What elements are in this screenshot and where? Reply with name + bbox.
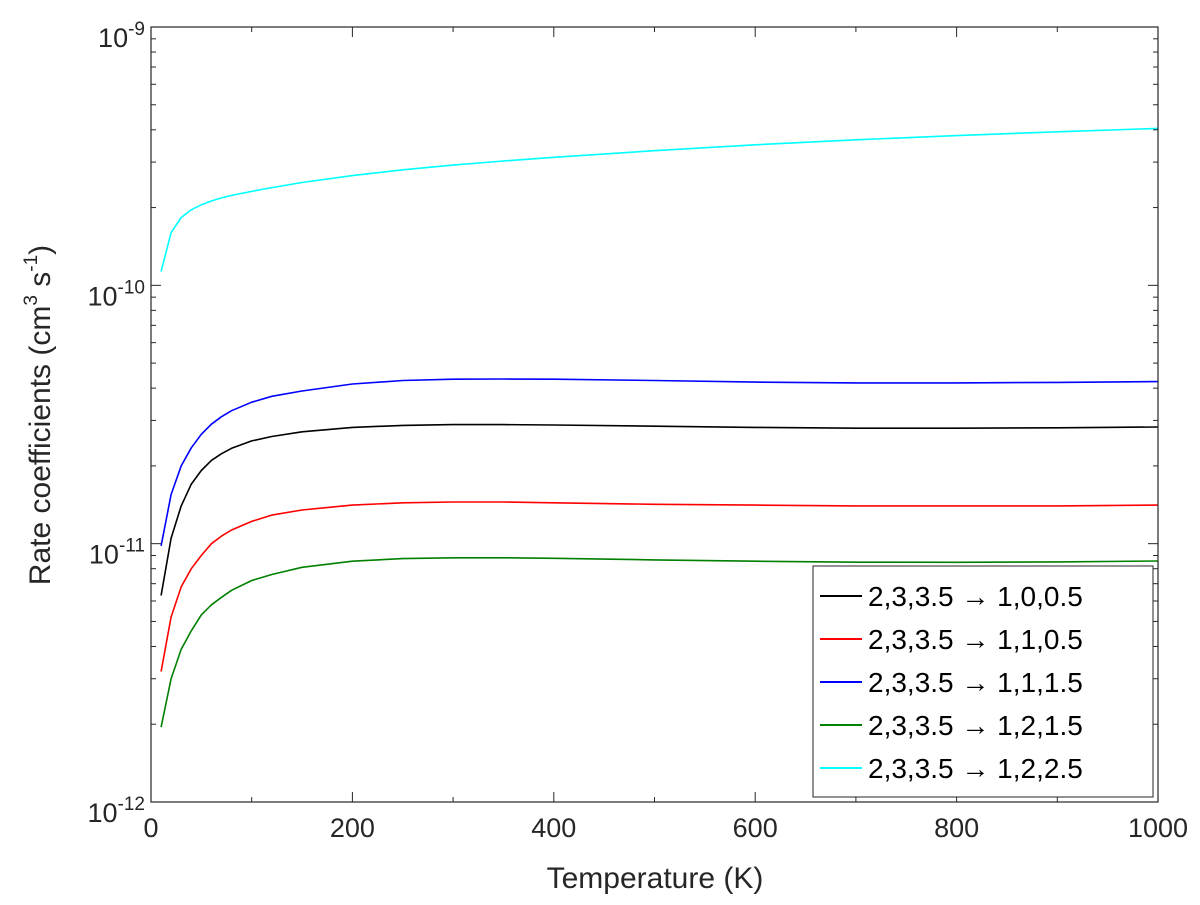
y-tick-label: 10-12 (87, 794, 145, 828)
legend: 2,3,3.5 → 1,0,0.5 2,3,3.5 → 1,1,0.5 2,3,… (812, 565, 1154, 798)
y-tick-base: 10 (87, 281, 117, 311)
x-tick-label: 800 (934, 813, 979, 843)
x-tick-label: 0 (143, 813, 158, 843)
y-tick-exponent: -11 (119, 536, 145, 557)
legend-entry: 2,3,3.5 → 1,2,2.5 (868, 753, 1083, 784)
x-axis-label: Temperature (K) (547, 862, 764, 895)
series-line-4 (160, 556, 1159, 728)
x-tick-labels: 0 200 400 600 800 1000 (143, 813, 1188, 843)
legend-entry: 2,3,3.5 → 1,0,0.5 (868, 581, 1083, 612)
y-tick-base: 10 (98, 23, 128, 53)
y-tick-base: 10 (89, 540, 119, 570)
y-tick-labels: 10-12 10-11 10-10 10-9 (87, 19, 145, 828)
y-tick-exponent: -10 (118, 277, 145, 298)
legend-entry: 2,3,3.5 → 1,1,0.5 (868, 624, 1083, 655)
axis-ticks (150, 26, 1159, 803)
x-tick-label: 400 (531, 813, 576, 843)
x-tick-label: 200 (330, 813, 375, 843)
series-line-1 (160, 423, 1159, 596)
y-tick-exponent: -9 (128, 19, 145, 40)
y-axis-label: Rate coefficients (cm3 s-1) (21, 245, 57, 585)
y-tick-base: 10 (87, 798, 117, 828)
legend-entry: 2,3,3.5 → 1,1,1.5 (868, 667, 1083, 698)
plot-lines (160, 127, 1159, 728)
series-line-5 (160, 127, 1159, 272)
y-tick-label: 10-9 (98, 19, 145, 53)
legend-box (812, 565, 1154, 798)
series-line-2 (160, 501, 1159, 672)
y-tick-label: 10-11 (89, 536, 145, 570)
series-line-3 (160, 378, 1159, 547)
x-tick-label: 1000 (1128, 813, 1188, 843)
legend-entry: 2,3,3.5 → 1,2,1.5 (868, 710, 1083, 741)
x-tick-label: 600 (733, 813, 778, 843)
y-tick-exponent: -12 (118, 794, 145, 815)
y-tick-label: 10-10 (87, 277, 145, 311)
